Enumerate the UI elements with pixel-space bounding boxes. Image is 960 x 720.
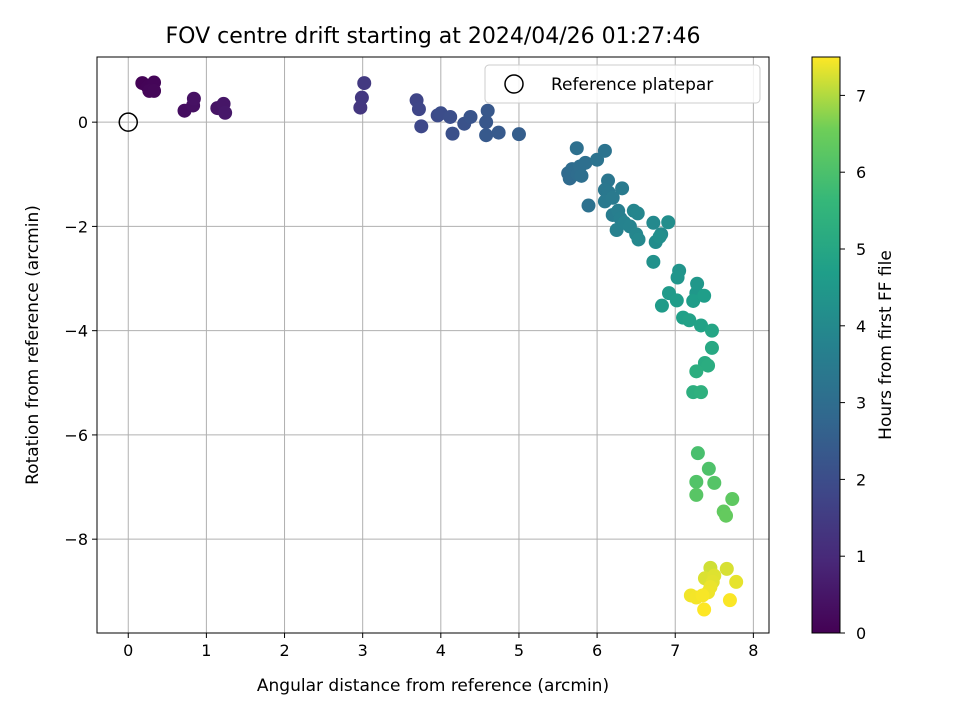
data-point bbox=[646, 254, 661, 269]
y-tick-label: −6 bbox=[64, 426, 88, 445]
data-point bbox=[605, 190, 620, 205]
data-point bbox=[652, 229, 667, 244]
data-point bbox=[697, 602, 712, 617]
data-point bbox=[463, 109, 478, 124]
data-point bbox=[682, 313, 697, 328]
x-tick-label: 8 bbox=[748, 641, 758, 660]
data-point bbox=[729, 574, 744, 589]
data-point bbox=[445, 126, 460, 141]
chart-title: FOV centre drift starting at 2024/04/26 … bbox=[166, 24, 701, 49]
data-point bbox=[725, 492, 740, 507]
data-point bbox=[654, 298, 669, 313]
plot-frame bbox=[96, 56, 770, 634]
x-tick-label: 3 bbox=[358, 641, 368, 660]
y-tick-label: −4 bbox=[64, 322, 88, 341]
data-point bbox=[719, 561, 734, 576]
data-point bbox=[569, 141, 584, 156]
data-point bbox=[581, 198, 596, 213]
data-point bbox=[689, 364, 704, 379]
data-point bbox=[701, 358, 716, 373]
colorbar-tick-label: 5 bbox=[856, 240, 866, 259]
data-point bbox=[689, 474, 704, 489]
data-point bbox=[218, 105, 233, 120]
y-tick-label: 0 bbox=[78, 113, 88, 132]
y-axis-title: Rotation from reference (arcmin) bbox=[23, 205, 43, 485]
data-point bbox=[704, 323, 719, 338]
x-tick-label: 6 bbox=[592, 641, 602, 660]
data-point bbox=[511, 127, 526, 142]
y-tick-label: −2 bbox=[64, 217, 88, 236]
data-point bbox=[631, 232, 646, 247]
colorbar-ticks: 0 1 2 3 4 5 6 7 bbox=[840, 86, 866, 643]
data-point bbox=[443, 109, 458, 124]
colorbar-tick-label: 3 bbox=[856, 394, 866, 413]
data-point bbox=[630, 206, 645, 221]
scatter-points bbox=[135, 75, 744, 617]
data-point bbox=[646, 215, 661, 230]
data-point bbox=[689, 487, 704, 502]
x-tick-label: 1 bbox=[201, 641, 211, 660]
data-point bbox=[704, 340, 719, 355]
data-point bbox=[669, 293, 684, 308]
data-point bbox=[414, 119, 429, 134]
grid-lines bbox=[97, 57, 769, 633]
legend: Reference platepar bbox=[484, 64, 761, 104]
data-point bbox=[615, 181, 630, 196]
data-point bbox=[597, 143, 612, 158]
data-point bbox=[694, 318, 709, 333]
data-point bbox=[695, 588, 710, 603]
x-tick-label: 0 bbox=[123, 641, 133, 660]
data-point bbox=[147, 83, 162, 98]
data-point bbox=[719, 508, 734, 523]
colorbar-tick-label: 6 bbox=[856, 163, 866, 182]
x-tick-label: 2 bbox=[279, 641, 289, 660]
x-tick-label: 5 bbox=[514, 641, 524, 660]
data-point bbox=[707, 475, 722, 490]
reference-marker bbox=[118, 112, 139, 132]
data-point bbox=[411, 102, 426, 117]
data-point bbox=[670, 270, 685, 285]
x-axis-title: Angular distance from reference (arcmin) bbox=[257, 676, 609, 696]
data-point bbox=[479, 115, 494, 130]
data-point bbox=[694, 385, 709, 400]
data-point bbox=[354, 90, 369, 105]
y-axis-ticks: 0 −2 −4 −6 −8 bbox=[64, 113, 97, 549]
legend-marker-icon bbox=[504, 74, 524, 94]
colorbar-label: Hours from first FF file bbox=[876, 250, 896, 440]
data-point bbox=[357, 76, 372, 91]
data-point bbox=[697, 288, 712, 303]
data-point bbox=[491, 125, 506, 140]
data-point bbox=[686, 293, 701, 308]
colorbar-tick-label: 1 bbox=[856, 547, 866, 566]
colorbar-tick-label: 0 bbox=[856, 624, 866, 643]
x-tick-label: 7 bbox=[670, 641, 680, 660]
legend-box bbox=[484, 64, 761, 104]
data-point bbox=[578, 155, 593, 170]
legend-label: Reference platepar bbox=[551, 75, 713, 95]
y-tick-label: −8 bbox=[64, 530, 88, 549]
colorbar: 0 1 2 3 4 5 6 7 Hours from first FF file bbox=[811, 56, 896, 643]
data-point bbox=[701, 461, 716, 476]
colorbar-tick-label: 4 bbox=[856, 317, 866, 336]
data-point bbox=[661, 215, 676, 230]
colorbar-tick-label: 7 bbox=[856, 86, 866, 105]
data-point bbox=[574, 168, 589, 183]
data-point bbox=[722, 593, 737, 608]
data-point bbox=[186, 91, 201, 106]
plot-area: 0 1 2 3 4 5 6 7 8 0 −2 −4 −6 −8 Reference platepar bbox=[64, 56, 770, 660]
data-point bbox=[480, 103, 495, 118]
data-point bbox=[479, 128, 494, 143]
x-axis-ticks: 0 1 2 3 4 5 6 7 8 bbox=[123, 633, 758, 660]
x-tick-label: 4 bbox=[436, 641, 446, 660]
colorbar-gradient bbox=[811, 56, 841, 634]
data-point bbox=[690, 446, 705, 461]
colorbar-tick-label: 2 bbox=[856, 470, 866, 489]
